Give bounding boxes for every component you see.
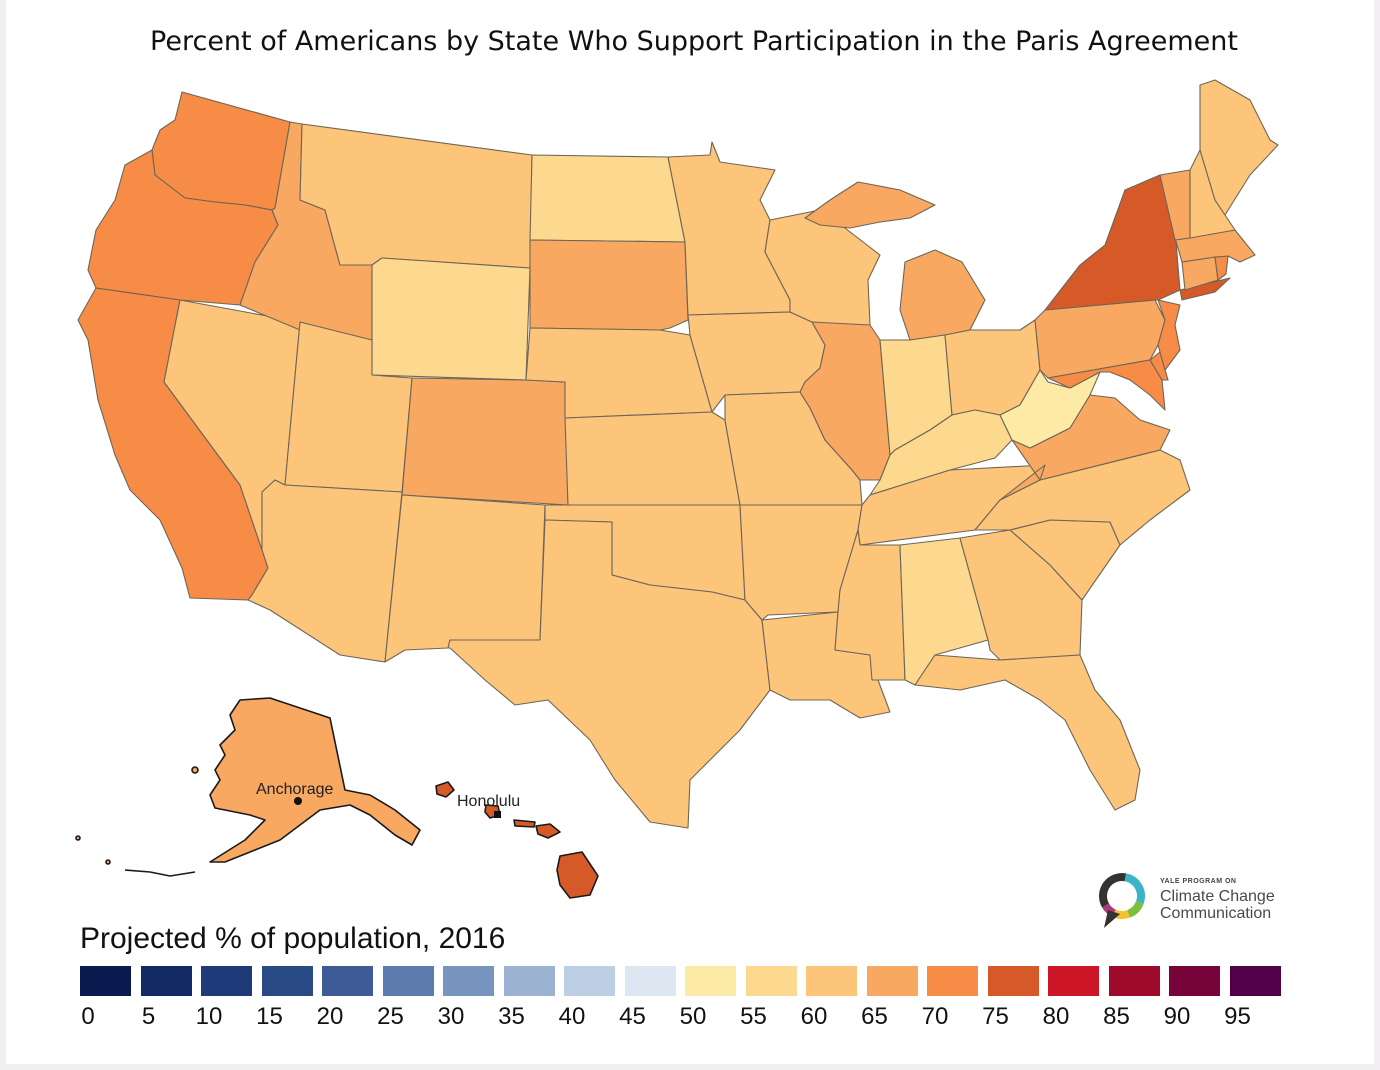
legend-tick-25: 25 — [377, 1003, 404, 1030]
legend-tick-5: 5 — [141, 1003, 156, 1030]
state-TX — [447, 519, 771, 829]
legend-swatch-25 — [382, 966, 434, 996]
us-choropleth-map: Anchorage Honolulu — [75, 79, 1279, 899]
legend-swatch-85 — [1108, 966, 1160, 996]
state-CO — [401, 377, 569, 506]
alaska-island — [75, 835, 81, 841]
logo-arc-0 — [1124, 873, 1145, 904]
speech-bubble-icon — [1099, 873, 1145, 928]
legend-swatch-15 — [261, 966, 313, 996]
state-HI-maui — [535, 823, 561, 839]
legend-swatch-65 — [866, 966, 918, 996]
anchorage-label: Anchorage — [256, 781, 333, 798]
legend-tick-15: 15 — [256, 1003, 283, 1030]
legend-swatch-95 — [1229, 966, 1281, 996]
legend-swatch-10 — [201, 966, 252, 996]
legend-swatch-60 — [806, 966, 857, 996]
state-ME — [1199, 79, 1279, 216]
state-DE — [1149, 351, 1169, 381]
legend-ticks: 0 5 10 15 20 25 30 35 40 45 50 55 60 65 70 75 80 85 90 95 — [80, 1003, 1300, 1033]
legend-tick-90: 90 — [1163, 1003, 1191, 1030]
legend-tick-85: 85 — [1103, 1003, 1130, 1030]
map-title: Percent of Americans by State Who Suppor… — [150, 26, 1238, 57]
honolulu-marker — [494, 811, 501, 818]
logo-arc-1 — [1126, 900, 1144, 918]
state-MA — [1174, 229, 1256, 263]
logo-arc-4 — [1099, 873, 1126, 908]
legend-tick-65: 65 — [861, 1003, 888, 1030]
legend-tick-30: 30 — [437, 1003, 465, 1030]
legend-tick-50: 50 — [679, 1003, 707, 1030]
legend-tick-10: 10 — [195, 1003, 223, 1030]
legend-swatch-55 — [745, 966, 797, 996]
honolulu-label: Honolulu — [457, 793, 520, 810]
legend-swatch-40 — [564, 966, 615, 996]
legend-swatch-20 — [322, 966, 373, 996]
alaska-aleutians — [124, 869, 196, 877]
legend-swatch-75 — [987, 966, 1039, 996]
state-WY — [371, 257, 531, 381]
legend-swatch-30 — [443, 966, 494, 996]
legend-tick-55: 55 — [740, 1003, 767, 1030]
state-AK — [209, 697, 421, 863]
logo-tail — [1104, 910, 1120, 928]
anchorage-marker — [294, 797, 302, 805]
state-NY-li — [1179, 277, 1231, 301]
legend-tick-20: 20 — [316, 1003, 344, 1030]
alaska-island — [105, 859, 111, 865]
state-AZ — [247, 479, 403, 663]
legend-tick-35: 35 — [498, 1003, 525, 1030]
state-NM — [384, 494, 546, 663]
state-MI — [899, 249, 986, 341]
legend-swatch-35 — [503, 966, 555, 996]
state-HI-big — [556, 851, 599, 899]
legend-swatch-0 — [80, 966, 131, 996]
legend-swatch-70 — [927, 966, 978, 996]
state-MT — [299, 123, 533, 269]
state-SD — [529, 239, 689, 331]
logo-line-1: Climate Change — [1160, 888, 1275, 905]
legend-tick-80: 80 — [1042, 1003, 1070, 1030]
yale-logo: YALE PROGRAM ON Climate Change Communica… — [1094, 870, 1354, 936]
state-HI-molokai — [513, 819, 536, 828]
legend-tick-75: 75 — [982, 1003, 1009, 1030]
legend-tick-40: 40 — [558, 1003, 586, 1030]
legend-title: Projected % of population, 2016 — [80, 922, 506, 955]
legend-tick-60: 60 — [800, 1003, 828, 1030]
legend-swatch-50 — [685, 966, 736, 996]
state-KS — [564, 411, 741, 506]
state-NJ — [1157, 299, 1181, 371]
state-FL — [914, 654, 1141, 811]
legend-swatch-45 — [624, 966, 676, 996]
legend-swatches — [80, 966, 1290, 998]
legend-tick-0: 0 — [81, 1003, 95, 1030]
state-MS — [834, 529, 906, 681]
logo-small-text: YALE PROGRAM ON — [1160, 878, 1237, 885]
state-ND — [529, 154, 686, 243]
state-NY — [1044, 174, 1181, 311]
legend-swatch-90 — [1169, 966, 1220, 996]
legend-tick-95: 95 — [1224, 1003, 1251, 1030]
legend-swatch-80 — [1048, 966, 1099, 996]
alaska-island — [191, 766, 199, 774]
state-MI-up — [804, 181, 936, 229]
logo-line-2: Communication — [1160, 905, 1272, 922]
legend-tick-45: 45 — [619, 1003, 646, 1030]
state-HI-kauai — [435, 781, 455, 798]
legend-swatch-5 — [140, 966, 192, 996]
legend-tick-70: 70 — [921, 1003, 949, 1030]
